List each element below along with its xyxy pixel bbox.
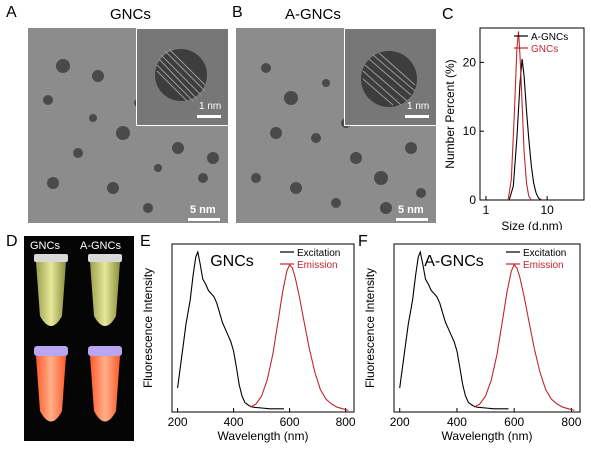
legend-label: Emission bbox=[523, 260, 564, 271]
legend-label: Excitation bbox=[523, 248, 566, 259]
legend-label: GNCs bbox=[531, 44, 558, 55]
series-line-emission bbox=[250, 263, 349, 411]
x-tick-label: 200 bbox=[390, 415, 410, 429]
plot-title: A-GNCs bbox=[424, 253, 484, 270]
panel-e-letter: E bbox=[140, 233, 151, 250]
series-line-emission bbox=[473, 263, 575, 411]
x-tick-label: 600 bbox=[280, 415, 300, 429]
x-tick-label: 600 bbox=[504, 415, 524, 429]
panel-a-title: GNCs bbox=[110, 6, 151, 23]
panel-d-photo: GNCs A-GNCs bbox=[24, 236, 134, 441]
panel-a-tem-image: 1 nm 5 nm bbox=[28, 28, 228, 223]
daylight-tubes bbox=[34, 254, 122, 326]
x-tick-label: 800 bbox=[336, 415, 356, 429]
panel-a-inset-scale-bar bbox=[197, 115, 221, 118]
y-tick-label: 10 bbox=[463, 124, 477, 138]
panel-b-scale-label: 5 nm bbox=[398, 204, 424, 216]
panel-d-tube2-label: A-GNCs bbox=[80, 240, 121, 252]
panel-b-letter: B bbox=[232, 4, 243, 21]
legend-label: A-GNCs bbox=[531, 32, 568, 43]
plot-frame bbox=[171, 243, 355, 413]
series-line-excitation bbox=[177, 250, 284, 410]
panel-c-letter: C bbox=[442, 6, 454, 23]
y-tick-label: 20 bbox=[463, 55, 477, 69]
uv-tubes bbox=[34, 346, 122, 422]
panel-b-inset-lattice bbox=[345, 29, 436, 125]
panel-e-fluorescence-chart: 200 400 600 800 Wavelength (nm) Fluorescence … bbox=[141, 243, 356, 443]
panel-a-nanoclusters bbox=[43, 59, 219, 213]
panel-b-title: A-GNCs bbox=[285, 6, 341, 23]
panel-f-fluorescence-chart: 200 400 600 800 Wavelength (nm) Fluorescence … bbox=[363, 243, 582, 443]
panel-a-inset-lattice bbox=[137, 29, 228, 125]
legend-label: Excitation bbox=[297, 248, 340, 259]
y-axis-label: Number Percent (%) bbox=[443, 59, 457, 168]
y-tick-label: 0 bbox=[469, 193, 476, 207]
panel-b-inset: 1 nm bbox=[344, 28, 436, 126]
panel-d-tubes-illustration bbox=[34, 254, 122, 422]
panel-b-tem-image: 1 nm 5 nm bbox=[236, 28, 436, 223]
legend-label: Emission bbox=[297, 260, 338, 271]
panel-b-scale-bar bbox=[396, 218, 428, 221]
panel-b-nanoclusters bbox=[251, 63, 426, 214]
panel-b-inset-scale-bar bbox=[405, 115, 429, 118]
x-tick-label: 400 bbox=[447, 415, 467, 429]
panel-d-letter: D bbox=[6, 233, 18, 250]
panel-a-scale-bar bbox=[188, 218, 220, 221]
x-tick-label: 400 bbox=[224, 415, 244, 429]
panel-d-tube1-label: GNCs bbox=[30, 240, 60, 252]
x-tick-label: 10 bbox=[540, 203, 554, 217]
plot-frame bbox=[393, 243, 581, 413]
y-axis-label: Fluorescence Intensity bbox=[141, 268, 155, 388]
x-axis-label: Size (d.nm) bbox=[501, 219, 562, 230]
x-tick-label: 1 bbox=[483, 203, 490, 217]
series-line-gncs bbox=[507, 31, 532, 201]
series-line-a-gncs bbox=[508, 58, 542, 201]
panel-a-inset-scale-label: 1 nm bbox=[199, 101, 222, 112]
x-tick-label: 800 bbox=[561, 415, 581, 429]
x-tick-label: 200 bbox=[168, 415, 188, 429]
panel-b-inset-scale-label: 1 nm bbox=[407, 101, 430, 112]
plot-frame bbox=[479, 27, 585, 201]
plot-title: GNCs bbox=[210, 253, 254, 270]
y-axis-label: Fluorescence Intensity bbox=[363, 268, 377, 388]
series-line-excitation bbox=[399, 250, 509, 410]
panel-c-size-chart: 1 10 0 10 20 Size (d.nm) Number Percent (%) A-G… bbox=[443, 27, 585, 230]
panel-a-inset: 1 nm bbox=[136, 28, 228, 126]
panel-a-scale-label: 5 nm bbox=[190, 204, 216, 216]
panel-f-letter: F bbox=[358, 233, 368, 250]
x-axis-label: Wavelength (nm) bbox=[218, 429, 309, 443]
panel-a-letter: A bbox=[6, 4, 17, 21]
x-axis-label: Wavelength (nm) bbox=[442, 429, 533, 443]
